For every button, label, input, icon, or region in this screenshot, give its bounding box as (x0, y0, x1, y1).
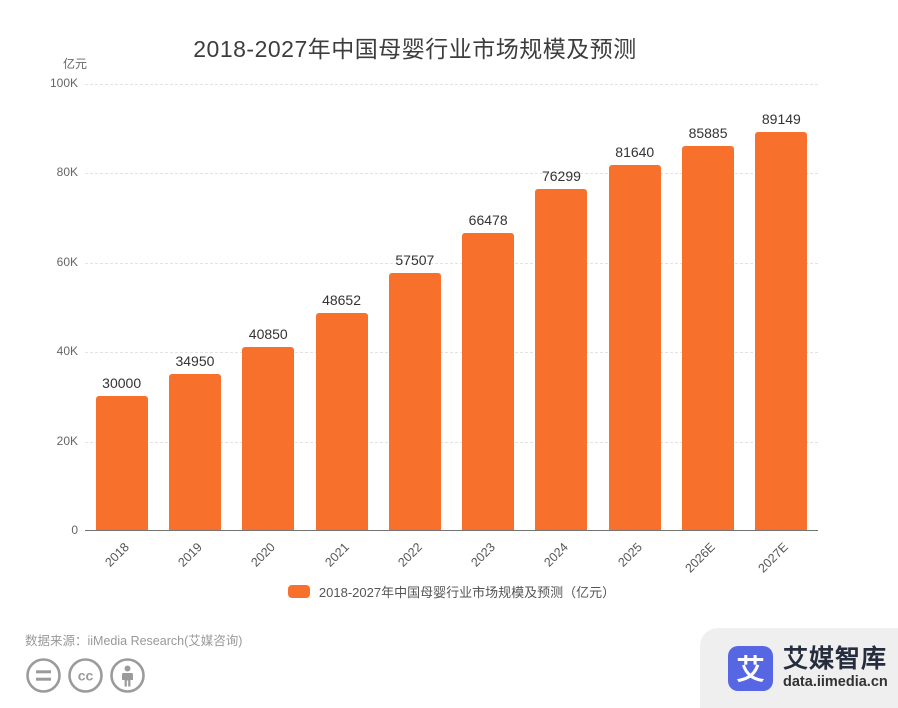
plot-area: 30000 34950 40850 48652 57507 66478 76299 81640… (85, 84, 818, 531)
bar-value-label: 57507 (395, 252, 435, 268)
bar-value-label: 30000 (102, 375, 142, 391)
y-tick-label: 0 (71, 523, 78, 537)
chart-title: 2018-2027年中国母婴行业市场规模及预测 (193, 36, 637, 62)
brand-site-url: data.iimedia.cn (783, 673, 888, 690)
gridline (85, 441, 818, 443)
license-icons: cc (25, 657, 146, 699)
gridline (85, 262, 818, 264)
brand-panel: 艾 艾媒智库 data.iimedia.cn (700, 628, 898, 708)
gridline (85, 352, 818, 354)
y-tick-label: 80K (56, 165, 78, 180)
legend: 2018-2027年中国母婴行业市场规模及预测（亿元） (85, 582, 818, 601)
bar-2020 (242, 347, 295, 530)
brand-text: 艾媒智库 data.iimedia.cn (783, 644, 888, 690)
bar-2022 (388, 273, 441, 530)
bar-value-label: 34950 (175, 353, 215, 369)
bar-2021 (315, 313, 368, 530)
bar-value-label: 48652 (322, 292, 362, 308)
bar-value-label: 76299 (541, 168, 581, 184)
x-axis-line (85, 530, 818, 531)
attribution-person-icon (109, 657, 146, 699)
legend-swatch (287, 585, 310, 598)
bar-2026E (682, 146, 735, 530)
bar-2025 (608, 165, 661, 530)
creative-commons-icon: cc (67, 657, 104, 699)
bar-2027E (755, 132, 808, 530)
bar-value-label: 40850 (248, 326, 288, 342)
y-tick-label: 40K (56, 344, 78, 359)
svg-text:cc: cc (78, 668, 94, 684)
data-source-text: 数据来源：iiMedia Research(艾媒咨询) (25, 634, 243, 648)
brand-name: 艾媒智库 (783, 644, 888, 673)
bar-value-label: 66478 (468, 212, 508, 228)
brand-logo-icon: 艾 (728, 645, 773, 691)
bar-2023 (462, 233, 515, 530)
bar-value-label: 85885 (688, 125, 728, 141)
bar-value-label: 89149 (761, 111, 801, 127)
y-tick-label: 20K (56, 433, 78, 448)
legend-label: 2018-2027年中国母婴行业市场规模及预测（亿元） (318, 585, 616, 600)
bar-2018 (95, 396, 148, 530)
y-tick-label: 100K (49, 76, 78, 90)
gridline (85, 173, 818, 175)
y-tick-label: 60K (56, 254, 78, 269)
gridline (85, 84, 818, 85)
bar-2024 (535, 189, 588, 530)
bar-value-label: 81640 (615, 144, 655, 160)
equals-license-icon (25, 657, 62, 699)
y-axis-unit-label: 亿元 (63, 57, 88, 71)
bar-2019 (168, 374, 221, 530)
